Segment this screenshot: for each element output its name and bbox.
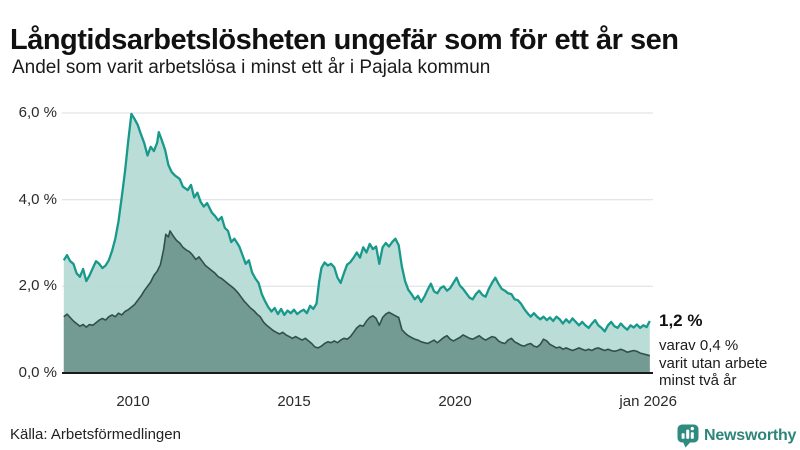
page-title: Långtidsarbetslösheten ungefär som för e… (10, 24, 679, 57)
x-axis-label: 2015 (277, 393, 311, 410)
y-axis-label: 2,0 % (18, 277, 57, 295)
chart-subtitle: Andel som varit arbetslösa i minst ett å… (12, 57, 491, 78)
newsworthy-wordmark: Newsworthy (704, 427, 797, 444)
x-axis-label: 2020 (438, 393, 472, 410)
end-value-annotation: 1,2 % varav 0,4 % varit utan arbete mins… (659, 311, 795, 390)
annotation-detail-line: minst två år (659, 372, 737, 389)
source-note: Källa: Arbetsförmedlingen (10, 426, 181, 443)
x-axis-label: jan 2026 (619, 393, 677, 410)
x-axis-label: 2010 (116, 393, 150, 410)
annotation-detail-line: varav 0,4 % (659, 337, 739, 354)
y-axis-label: 4,0 % (18, 190, 57, 208)
annotation-detail-line: varit utan arbete (659, 354, 768, 372)
newsworthy-icon (677, 424, 699, 448)
y-axis-label: 0,0 % (18, 364, 57, 381)
annotation-value: 1,2 % (659, 311, 703, 330)
newsworthy-logo[interactable]: Newsworthy (677, 424, 796, 448)
y-axis-label: 6,0 % (18, 104, 57, 121)
